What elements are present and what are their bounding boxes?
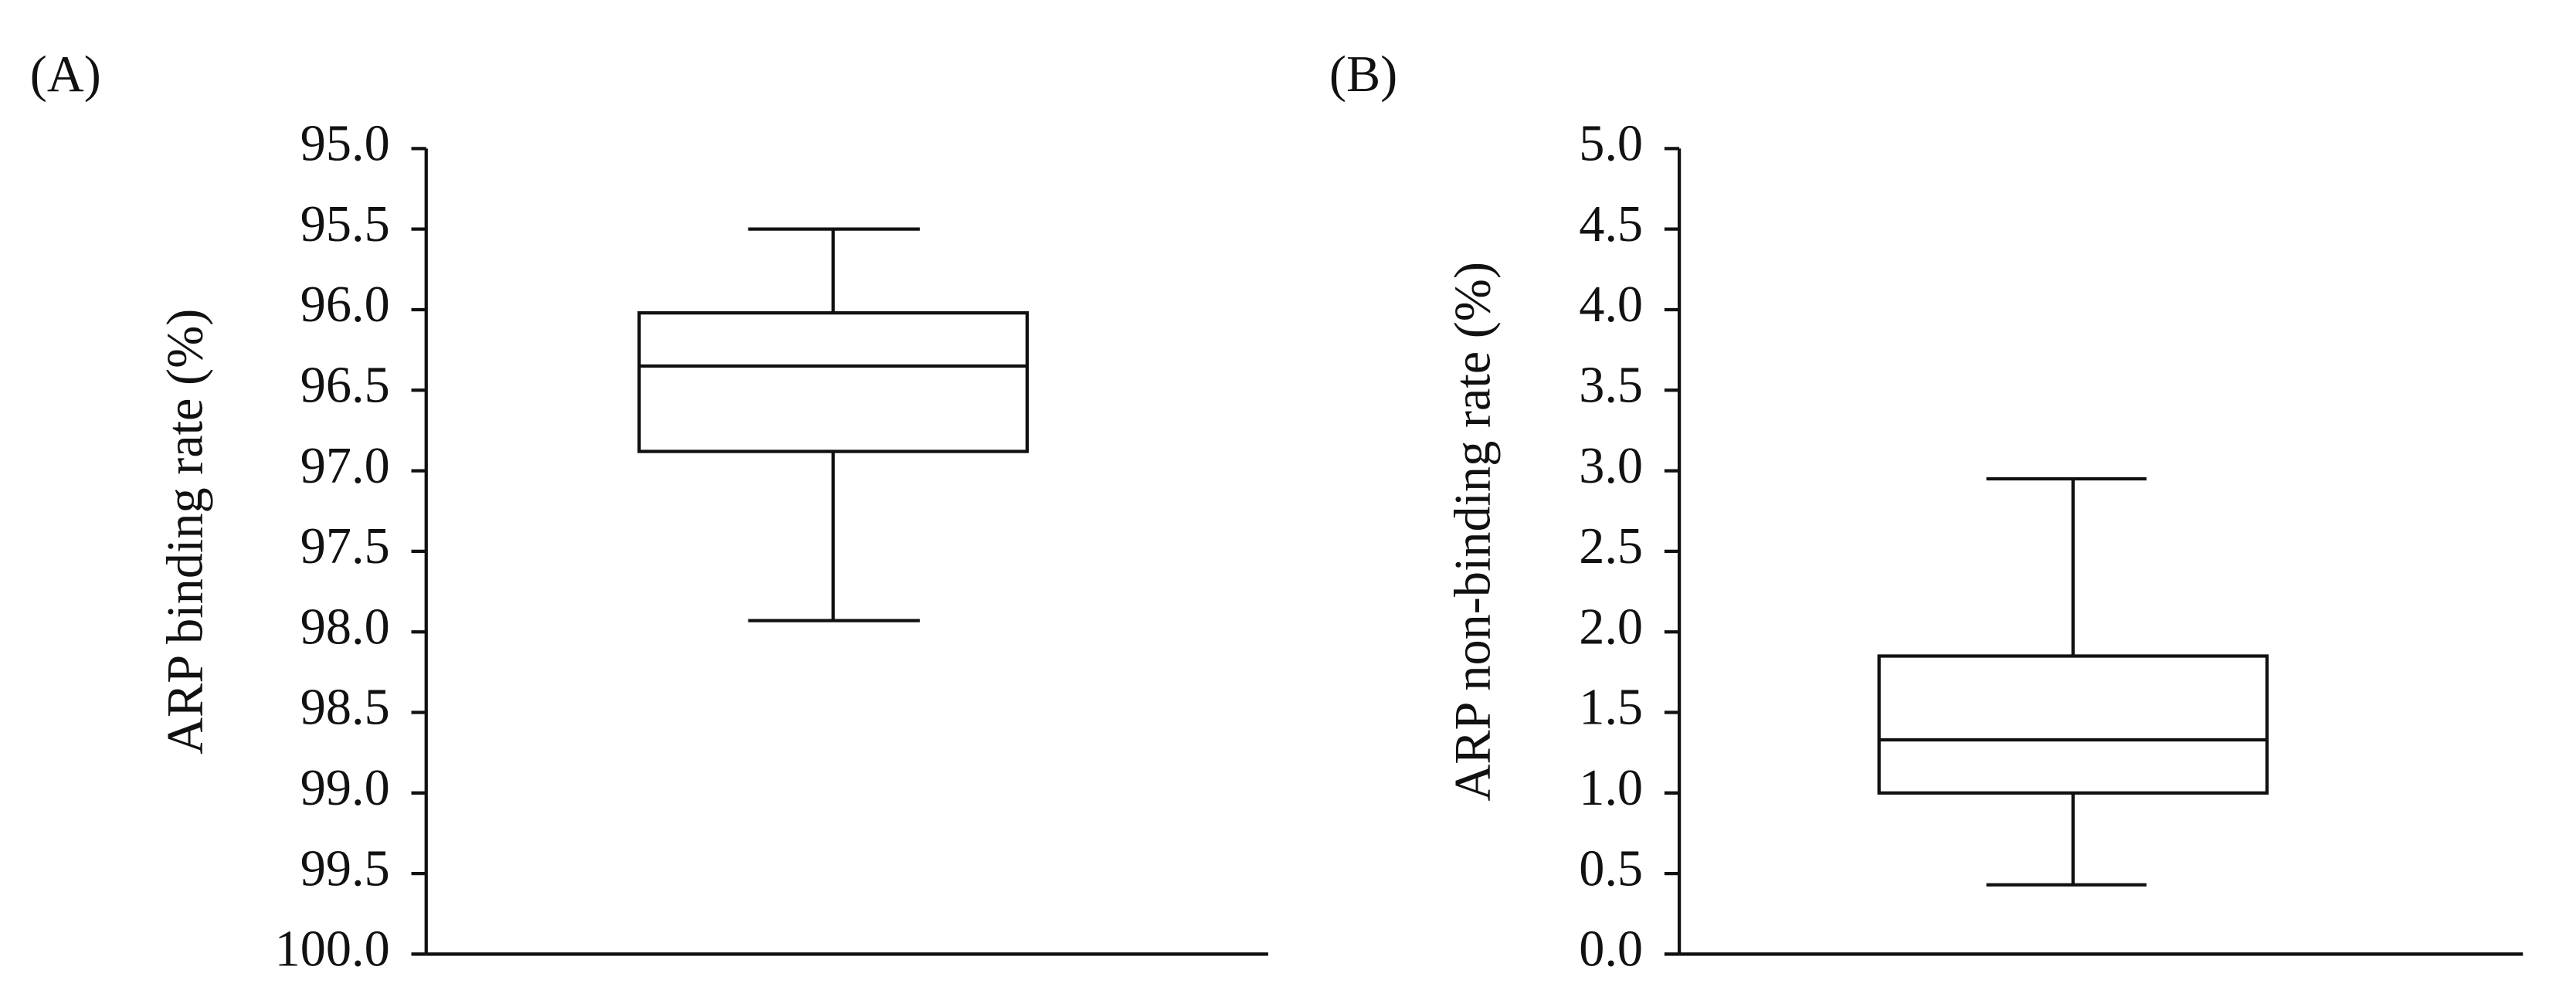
y-tick-label: 5.0 [1579, 116, 1643, 172]
y-tick-label: 99.5 [300, 840, 390, 897]
y-tick-label: 4.5 [1579, 196, 1643, 253]
y-tick-label: 96.5 [300, 357, 390, 413]
y-tick-label: 96.0 [300, 276, 390, 333]
y-tick-label: 100.0 [275, 921, 390, 978]
box [637, 311, 1029, 453]
y-tick-label: 97.5 [300, 518, 390, 575]
box [1877, 654, 2269, 795]
y-tick-label: 4.0 [1579, 276, 1643, 333]
y-tick-label: 98.5 [300, 680, 390, 736]
panel-label: (A) [30, 46, 101, 103]
y-tick-label: 98.0 [300, 599, 390, 655]
y-tick-label: 0.5 [1579, 840, 1643, 897]
y-tick-label: 95.0 [300, 116, 390, 172]
y-tick-label: 95.5 [300, 196, 390, 253]
y-axis-label: ARP binding rate (%) [157, 309, 213, 755]
y-tick-label: 3.5 [1579, 357, 1643, 413]
y-tick-label: 2.0 [1579, 599, 1643, 655]
y-tick-label: 1.0 [1579, 760, 1643, 816]
y-tick-label: 99.0 [300, 760, 390, 816]
y-axis-label: ARP non-binding rate (%) [1445, 262, 1502, 802]
y-tick-label: 0.0 [1579, 921, 1643, 978]
y-tick-label: 1.5 [1579, 680, 1643, 736]
panel-label: (B) [1329, 46, 1397, 103]
y-tick-label: 97.0 [300, 438, 390, 494]
y-tick-label: 2.5 [1579, 518, 1643, 575]
y-tick-label: 3.0 [1579, 438, 1643, 494]
